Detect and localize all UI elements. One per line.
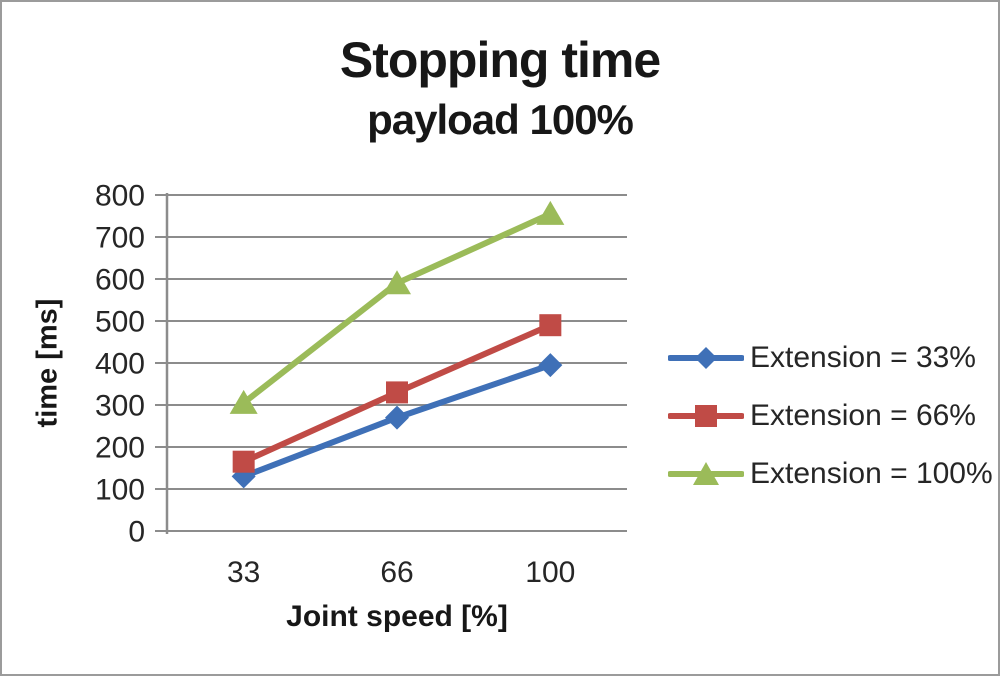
y-tick-label: 400 (95, 348, 145, 381)
data-point-marker (229, 389, 258, 414)
chart-title: Stopping time (339, 32, 661, 88)
x-tick-label: 66 (380, 556, 413, 589)
y-tick-label: 300 (95, 390, 145, 423)
legend-marker-shape (693, 462, 719, 485)
data-point-marker (383, 270, 411, 295)
y-tick-label: 100 (95, 474, 145, 507)
legend-label: Extension = 66% (750, 399, 976, 432)
data-point-marker (386, 381, 408, 404)
legend-marker-square-icon (668, 405, 744, 427)
legend-marker-triangle-icon (668, 462, 744, 485)
x-tick-label: 100 (525, 556, 575, 589)
x-tick-label: 33 (227, 556, 260, 589)
y-tick-label: 0 (128, 516, 145, 549)
data-point-marker (538, 353, 563, 378)
chart-subtitle: payload 100% (367, 96, 634, 143)
y-tick-label: 600 (95, 264, 145, 297)
legend-marker-shape (695, 405, 717, 427)
legend: Extension = 33% Extension = 66% Extension … (668, 341, 993, 490)
x-axis-title: Joint speed [%] (286, 600, 508, 633)
data-point-marker (539, 314, 562, 337)
series-line (240, 210, 554, 406)
legend-item: Extension = 66% (668, 399, 993, 432)
legend-label: Extension = 33% (750, 341, 976, 374)
legend-item: Extension = 33% (668, 341, 993, 374)
data-point-marker (536, 200, 565, 225)
y-tick-label: 700 (95, 222, 145, 255)
data-point-marker (385, 405, 409, 430)
legend-marker-diamond-icon (668, 347, 744, 369)
legend-item: Extension = 100% (668, 457, 993, 490)
y-tick-label: 200 (95, 432, 145, 465)
y-tick-label: 500 (95, 306, 145, 339)
legend-label: Extension = 100% (750, 457, 993, 490)
data-point-marker (232, 450, 255, 473)
legend-marker-shape (695, 347, 717, 369)
y-tick-label: 800 (95, 180, 145, 213)
y-axis-title: time [ms] (31, 298, 64, 428)
